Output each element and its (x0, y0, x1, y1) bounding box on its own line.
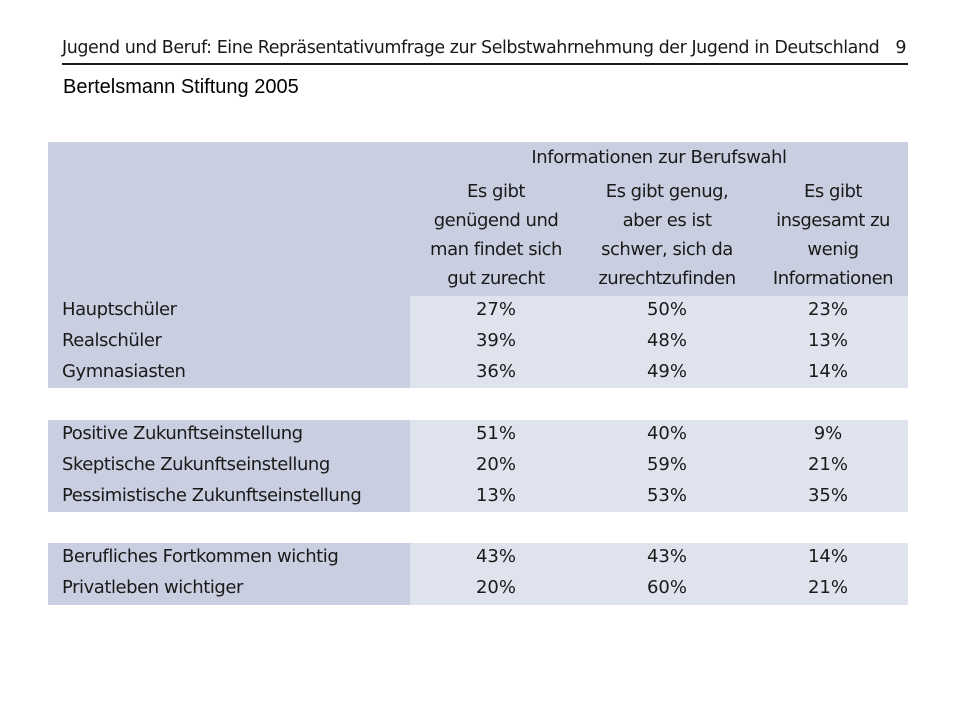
table-group-school-type: Hauptschüler 27% 50% 23% Realschüler 39%… (48, 296, 908, 388)
cell-value: 13% (807, 330, 848, 351)
row-label: Gymnasiasten (62, 361, 186, 382)
column-header-sufficient: Es gibt genügend und man findet sich gut… (430, 181, 562, 289)
column-header-insufficient: Es gibt insgesamt zu wenig Informationen (772, 181, 894, 289)
table-row: Pessimistische Zukunftseinstellung 13% 5… (48, 482, 908, 513)
cell-value: 27% (475, 299, 516, 320)
header-rule (62, 63, 908, 65)
cell-value: 60% (646, 577, 687, 598)
table-row: Realschüler 39% 48% 13% (48, 327, 908, 358)
cell-value: 39% (475, 330, 516, 351)
row-label: Positive Zukunftseinstellung (62, 423, 303, 444)
cell-value: 53% (646, 485, 687, 506)
page-number: 9 (895, 38, 906, 58)
row-label: Berufliches Fortkommen wichtig (62, 546, 339, 567)
cell-value: 49% (646, 361, 687, 382)
cell-value: 13% (475, 485, 516, 506)
column-header-difficult: Es gibt genug, aber es ist schwer, sich … (598, 181, 736, 289)
cell-value: 35% (807, 485, 848, 506)
cell-value: 20% (475, 454, 516, 475)
cell-value: 14% (807, 546, 848, 567)
row-label: Realschüler (62, 330, 162, 351)
row-label: Hauptschüler (62, 299, 177, 320)
cell-value: 21% (807, 454, 848, 475)
table-group-career-priority: Berufliches Fortkommen wichtig 43% 43% 1… (48, 543, 908, 605)
row-label: Privatleben wichtiger (62, 577, 243, 598)
source-caption: Bertelsmann Stiftung 2005 (63, 76, 299, 98)
row-label: Skeptische Zukunftseinstellung (62, 454, 330, 475)
table-group-title: Informationen zur Berufswahl (531, 147, 787, 168)
cell-value: 50% (646, 299, 687, 320)
table-row: Skeptische Zukunftseinstellung 20% 59% 2… (48, 451, 908, 482)
cell-value: 59% (646, 454, 687, 475)
table-group-future-attitude: Positive Zukunftseinstellung 51% 40% 9% … (48, 420, 908, 512)
cell-value: 9% (813, 423, 843, 444)
cell-value: 48% (646, 330, 687, 351)
table-row: Positive Zukunftseinstellung 51% 40% 9% (48, 420, 908, 451)
cell-value: 36% (475, 361, 516, 382)
cell-value: 40% (646, 423, 687, 444)
row-label: Pessimistische Zukunftseinstellung (62, 485, 362, 506)
cell-value: 43% (475, 546, 516, 567)
table-header: Informationen zur Berufswahl Es gibt gen… (48, 142, 908, 296)
page-header-title: Jugend und Beruf: Eine Repräsentativumfr… (62, 38, 880, 58)
table-row: Berufliches Fortkommen wichtig 43% 43% 1… (48, 543, 908, 574)
table-row: Gymnasiasten 36% 49% 14% (48, 358, 908, 389)
cell-value: 23% (807, 299, 848, 320)
table-row: Privatleben wichtiger 20% 60% 21% (48, 574, 908, 605)
cell-value: 20% (475, 577, 516, 598)
cell-value: 43% (646, 546, 687, 567)
cell-value: 51% (475, 423, 516, 444)
page-header: Jugend und Beruf: Eine Repräsentativumfr… (62, 36, 908, 66)
table-row: Hauptschüler 27% 50% 23% (48, 296, 908, 327)
cell-value: 21% (807, 577, 848, 598)
cell-value: 14% (807, 361, 848, 382)
